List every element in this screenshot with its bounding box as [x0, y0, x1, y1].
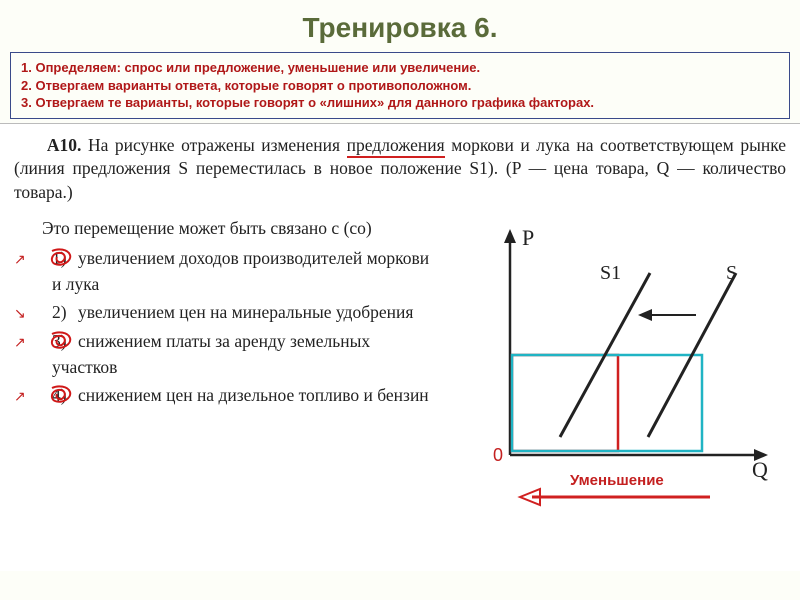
instruction-line-1: 1. Определяем: спрос или предложение, ум…: [21, 59, 779, 77]
options-list: ↗1)увеличением доходов производите­лей м…: [14, 245, 434, 409]
option-arrow-1: ↗: [14, 249, 26, 270]
slide-title: Тренировка 6.: [0, 12, 800, 44]
option-arrow-3: ↗: [14, 332, 26, 353]
option-text-1: увеличением доходов производите­лей морк…: [52, 248, 429, 294]
slide-header: Тренировка 6.: [0, 0, 800, 52]
scribble-mark-3: [48, 330, 74, 352]
option-arrow-4: ↗: [14, 386, 26, 407]
x-axis-label: Q: [752, 457, 768, 482]
option-4: ↗4)снижением цен на дизельное топ­ливо и…: [52, 382, 434, 408]
label-s1: S1: [600, 262, 621, 284]
option-3: ↗3)снижением платы за аренду зе­мельных …: [52, 328, 434, 381]
question-underlined: предложения: [347, 135, 445, 158]
scribble-mark-1: [48, 247, 74, 269]
highlight-box-red: [512, 355, 618, 451]
option-text-4: снижением цен на дизельное топ­ливо и бе…: [78, 385, 429, 405]
shift-arrow-head: [638, 309, 652, 321]
label-s: S: [726, 262, 737, 284]
instructions-box: 1. Определяем: спрос или предложение, ум…: [10, 52, 790, 119]
option-text-3: снижением платы за аренду зе­мельных уча…: [52, 331, 370, 377]
question-stem: А10. На рисунке отражены изменения предл…: [14, 134, 786, 205]
option-arrow-2: ↘: [14, 303, 26, 324]
question-label: А10.: [47, 135, 82, 155]
origin-label: 0: [493, 445, 503, 465]
reduce-label: Уменьшение: [570, 472, 664, 489]
scribble-mark-4: [48, 384, 74, 406]
highlight-box-teal: [512, 355, 702, 451]
question-intro: Это перемещение может быть связа­но с (с…: [14, 215, 434, 241]
left-column: Это перемещение может быть связа­но с (с…: [14, 215, 434, 411]
question-text-1: На рисунке отражены изменения: [88, 135, 347, 155]
option-text-2: увеличением цен на минеральные удобрения: [78, 302, 413, 322]
option-2: ↘2)увеличением цен на минеральные удобре…: [52, 299, 434, 325]
supply-chart: P Q 0 S1 S Уменьшение: [470, 225, 780, 515]
y-axis-arrowhead: [504, 229, 516, 243]
option-1: ↗1)увеличением доходов производите­лей м…: [52, 245, 434, 298]
option-number-2: 2): [52, 299, 78, 325]
content-area: А10. На рисунке отражены изменения предл…: [0, 123, 800, 571]
y-axis-label: P: [522, 225, 534, 250]
instruction-line-2: 2. Отвергаем варианты ответа, которые го…: [21, 77, 779, 95]
instruction-line-3: 3. Отвергаем те варианты, которые говоря…: [21, 94, 779, 112]
chart-svg: P Q 0 S1 S Уменьшение: [470, 225, 780, 515]
